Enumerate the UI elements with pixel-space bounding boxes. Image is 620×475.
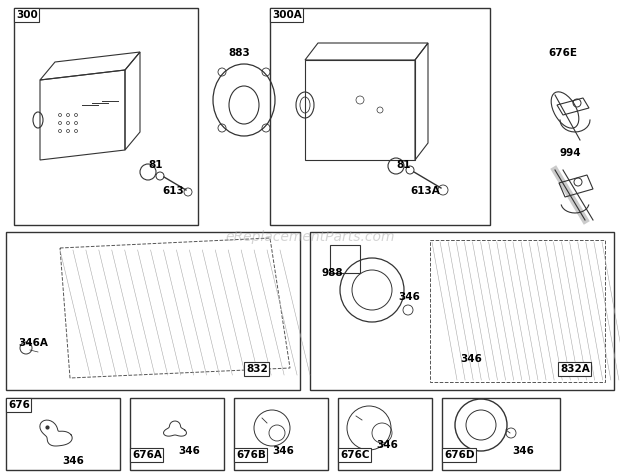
Text: 81: 81 — [396, 160, 410, 170]
Bar — [270, 8, 490, 225]
Text: 676E: 676E — [548, 48, 577, 58]
Text: 346: 346 — [178, 446, 200, 456]
Text: 676B: 676B — [236, 450, 266, 460]
Bar — [130, 398, 224, 470]
Text: 346: 346 — [460, 354, 482, 364]
Bar — [330, 245, 360, 273]
Text: 346: 346 — [398, 292, 420, 302]
Text: 346: 346 — [376, 440, 398, 450]
Bar — [310, 232, 614, 390]
Text: 832A: 832A — [560, 364, 590, 374]
Text: 994: 994 — [560, 148, 582, 158]
Text: 300: 300 — [16, 10, 38, 20]
Text: 676A: 676A — [132, 450, 162, 460]
Text: 81: 81 — [148, 160, 162, 170]
Bar — [14, 8, 198, 225]
Text: 988: 988 — [322, 268, 343, 278]
Bar — [6, 232, 300, 390]
Bar — [234, 398, 328, 470]
Bar — [6, 398, 120, 470]
Text: 832: 832 — [246, 364, 268, 374]
Bar — [442, 398, 560, 470]
Text: 883: 883 — [228, 48, 250, 58]
Text: 346: 346 — [272, 446, 294, 456]
Text: 613: 613 — [162, 186, 184, 196]
Text: 676C: 676C — [340, 450, 370, 460]
Text: 346: 346 — [62, 456, 84, 466]
Text: 676: 676 — [8, 400, 30, 410]
Text: 346A: 346A — [18, 338, 48, 348]
Text: eReplacementParts.com: eReplacementParts.com — [225, 230, 395, 245]
Text: 676D: 676D — [444, 450, 474, 460]
Text: 613A: 613A — [410, 186, 440, 196]
Text: 346: 346 — [512, 446, 534, 456]
Text: 300A: 300A — [272, 10, 302, 20]
Bar — [338, 398, 432, 470]
